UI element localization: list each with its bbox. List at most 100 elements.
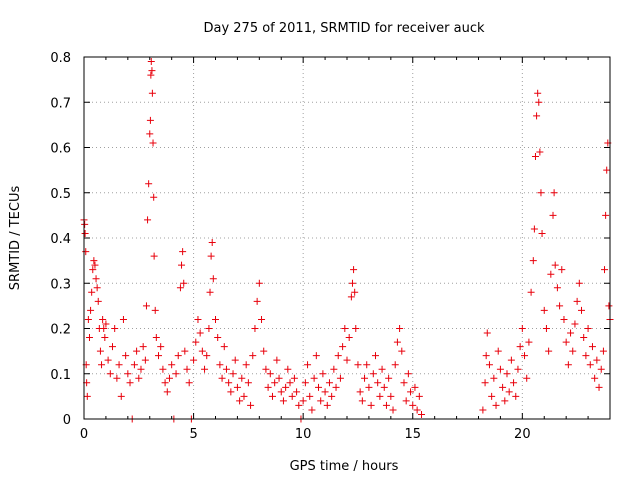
data-point <box>85 334 93 342</box>
data-point <box>178 261 186 269</box>
data-point <box>569 347 577 355</box>
data-point <box>89 266 97 274</box>
data-point <box>514 365 522 373</box>
data-point <box>146 130 154 138</box>
data-point <box>212 315 219 323</box>
data-point <box>148 89 156 97</box>
data-point <box>382 401 390 409</box>
data-point <box>352 325 360 332</box>
data-point <box>137 365 145 373</box>
data-point <box>242 361 250 369</box>
data-point <box>238 374 246 382</box>
data-point <box>547 270 555 278</box>
data-point <box>584 325 592 332</box>
data-point <box>549 211 557 219</box>
chart-title: Day 275 of 2011, SRMTID for receiver auc… <box>203 21 485 36</box>
data-point <box>345 334 353 342</box>
data-point <box>176 284 184 292</box>
data-point <box>196 329 204 337</box>
data-point <box>518 325 526 332</box>
data-point <box>91 261 99 269</box>
data-point <box>277 388 285 396</box>
data-point <box>593 356 601 364</box>
data-point <box>194 315 202 323</box>
y-tick-label: 0.2 <box>50 323 71 338</box>
data-point <box>413 406 421 414</box>
data-point <box>411 383 419 391</box>
data-point <box>512 392 520 400</box>
data-point <box>369 370 377 378</box>
data-point <box>150 252 158 260</box>
data-point <box>141 356 149 364</box>
data-point <box>556 302 564 310</box>
data-point <box>279 397 287 405</box>
data-point <box>310 374 318 382</box>
data-point <box>96 347 104 355</box>
data-point <box>564 361 572 369</box>
data-point <box>81 229 89 237</box>
data-point <box>582 352 590 360</box>
data-point <box>214 334 222 342</box>
data-point <box>203 352 211 360</box>
data-point <box>595 383 603 391</box>
data-point <box>389 406 397 414</box>
data-point <box>479 406 487 414</box>
data-point <box>180 279 188 287</box>
data-point <box>605 302 613 310</box>
data-point <box>240 392 248 400</box>
data-point <box>185 379 193 387</box>
y-tick-label: 0.5 <box>50 187 71 202</box>
data-point <box>144 216 152 224</box>
data-point <box>218 374 226 382</box>
data-point <box>255 279 263 287</box>
data-point <box>163 388 171 396</box>
data-point <box>174 352 182 360</box>
data-point <box>225 379 233 387</box>
data-point <box>402 397 410 405</box>
data-point <box>155 352 163 360</box>
data-point <box>317 397 325 405</box>
data-point <box>159 365 167 373</box>
data-point <box>81 220 89 228</box>
data-point <box>575 279 583 287</box>
data-point <box>407 388 415 396</box>
data-point <box>530 225 538 233</box>
data-point <box>409 401 417 409</box>
data-point <box>578 306 586 314</box>
data-point <box>553 284 561 292</box>
data-point <box>343 356 351 364</box>
data-point <box>293 388 301 396</box>
data-point <box>325 379 333 387</box>
data-point <box>488 392 496 400</box>
data-point <box>356 388 364 396</box>
data-point <box>533 112 541 120</box>
y-tick-label: 0.1 <box>50 368 71 383</box>
data-point <box>540 306 548 314</box>
data-point <box>315 383 323 391</box>
data-point <box>551 261 559 269</box>
data-point <box>560 315 568 323</box>
data-point <box>284 365 292 373</box>
data-point <box>542 325 550 332</box>
y-tick-label: 0.8 <box>50 51 71 66</box>
data-point <box>268 392 276 400</box>
data-point <box>126 379 134 387</box>
data-point <box>562 338 570 346</box>
data-point <box>119 315 127 323</box>
data-point <box>365 383 373 391</box>
data-point <box>106 370 114 378</box>
data-point <box>181 347 189 355</box>
data-point <box>334 352 342 360</box>
data-point <box>332 383 340 391</box>
data-point <box>208 239 216 247</box>
data-point <box>198 347 206 355</box>
data-point <box>308 406 316 414</box>
data-point <box>385 374 393 382</box>
data-point <box>537 189 545 197</box>
data-point <box>527 288 535 296</box>
data-point <box>485 361 493 369</box>
data-point <box>113 374 121 382</box>
data-point <box>483 329 491 337</box>
data-point <box>319 370 327 378</box>
